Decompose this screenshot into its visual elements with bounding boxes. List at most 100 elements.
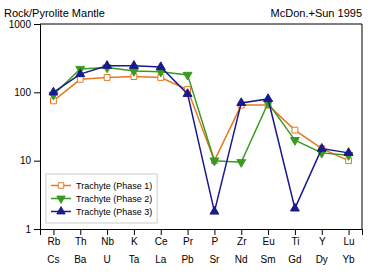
tick: Zr xyxy=(237,229,247,247)
plot: RbThNbKCePrPZrEuTiYLuCsBaUTaLaPbSrNdSmGd… xyxy=(9,19,363,265)
frame-line xyxy=(362,24,363,229)
tick-mark xyxy=(34,24,40,25)
annotation: Yb xyxy=(342,254,355,265)
marker xyxy=(290,203,299,211)
tick-mark xyxy=(349,229,350,235)
legend-label: Trachyte (Phase 1) xyxy=(76,181,152,191)
tick-label: Y xyxy=(319,236,326,247)
legend: Trachyte (Phase 1) Trachyte (Phase 2) Trac… xyxy=(46,174,157,223)
tick-mark xyxy=(34,92,40,93)
tick-mark xyxy=(34,161,40,162)
annotation: Ta xyxy=(129,254,140,265)
tick: Th xyxy=(75,229,87,247)
tick-label: Zr xyxy=(237,236,247,247)
tick-label: P xyxy=(212,236,219,247)
tick-label: Pr xyxy=(183,236,194,247)
legend-entry: Trachyte (Phase 1) xyxy=(51,181,152,191)
marker xyxy=(129,61,138,69)
annotation: U xyxy=(103,254,110,265)
annotation: Cs xyxy=(47,254,59,265)
tick: 1000 xyxy=(9,19,40,30)
tick-label: Ti xyxy=(291,236,299,247)
second-row-labels: CsBaUTaLaPbSrNdSmGdDyYb xyxy=(47,254,355,265)
marker xyxy=(317,144,326,152)
marker xyxy=(210,158,219,166)
legend-entry: Trachyte (Phase 3) xyxy=(51,207,152,217)
tick: Nb xyxy=(101,229,114,247)
tick-mark xyxy=(53,229,54,235)
tick: 100 xyxy=(14,87,40,98)
tick: Ce xyxy=(155,229,168,247)
tick: 1 xyxy=(25,224,40,235)
tick-mark xyxy=(188,229,189,235)
marks xyxy=(49,61,353,214)
marker xyxy=(292,127,298,133)
marker xyxy=(129,68,138,76)
axis-line xyxy=(41,230,363,236)
tick-label: Th xyxy=(75,236,87,247)
tick: Ti xyxy=(291,229,299,247)
tick-mark xyxy=(134,229,135,235)
marker xyxy=(183,72,192,80)
annotation: Sm xyxy=(261,254,276,265)
tick-label: Nb xyxy=(101,236,114,247)
legend-box xyxy=(46,174,157,223)
marker xyxy=(103,61,112,69)
tick-mark xyxy=(241,229,242,235)
tick-label: Ce xyxy=(155,236,168,247)
tick-label: Lu xyxy=(344,236,355,247)
tick-mark xyxy=(268,229,269,235)
annotation: Ba xyxy=(74,254,87,265)
x-axis: Rb Th Nb K Ce Pr P Zr Eu Ti Y Lu xyxy=(41,229,363,247)
tick: Rb xyxy=(48,229,61,247)
tick-label: K xyxy=(131,236,138,247)
marker xyxy=(237,98,246,106)
tick: K xyxy=(131,229,138,247)
marker xyxy=(77,76,83,82)
frame-line xyxy=(40,24,362,25)
marker xyxy=(290,138,299,146)
line xyxy=(53,66,348,212)
tick: Y xyxy=(319,229,326,247)
tick-label: 10 xyxy=(20,155,32,166)
tick-mark xyxy=(295,229,296,235)
y-axis-title: Rock/Pyrolite Mantle xyxy=(4,7,105,19)
marker xyxy=(237,160,246,168)
legend-marker xyxy=(57,207,65,214)
tick-label: Rb xyxy=(48,236,61,247)
tick-label: 100 xyxy=(14,87,31,98)
marker xyxy=(76,69,85,77)
line xyxy=(53,68,348,163)
tick: Eu xyxy=(262,229,274,247)
tick: Pr xyxy=(183,229,194,247)
chart: RbThNbKCePrPZrEuTiYLuCsBaUTaLaPbSrNdSmGd… xyxy=(0,0,374,275)
annotation: Dy xyxy=(316,254,328,265)
legend-label: Trachyte (Phase 2) xyxy=(76,194,152,204)
title: McDon.+Sun 1995 xyxy=(271,7,362,19)
y-axis: 1 10 100 1000 xyxy=(9,19,41,235)
marker xyxy=(264,94,273,102)
annotation: Nd xyxy=(235,254,248,265)
tick-mark xyxy=(34,229,40,230)
marker xyxy=(156,62,165,70)
legend-marker xyxy=(57,196,65,203)
axis-line xyxy=(34,25,41,230)
tick-mark xyxy=(214,229,215,235)
tick-label: Eu xyxy=(262,236,274,247)
marker xyxy=(104,75,110,81)
tick-label: 1000 xyxy=(9,19,32,30)
tick-label: 1 xyxy=(25,224,31,235)
annotation: La xyxy=(155,254,167,265)
tick: P xyxy=(212,229,219,247)
legend-label: Trachyte (Phase 3) xyxy=(76,207,152,217)
series xyxy=(49,61,353,214)
tick-mark xyxy=(107,229,108,235)
annotation: Gd xyxy=(288,254,301,265)
marker xyxy=(210,206,219,214)
annotation: Pb xyxy=(181,254,194,265)
tick-mark xyxy=(322,229,323,235)
marker xyxy=(344,148,353,156)
tick: Lu xyxy=(344,229,355,247)
marker xyxy=(49,87,58,95)
tick-mark xyxy=(80,229,81,235)
